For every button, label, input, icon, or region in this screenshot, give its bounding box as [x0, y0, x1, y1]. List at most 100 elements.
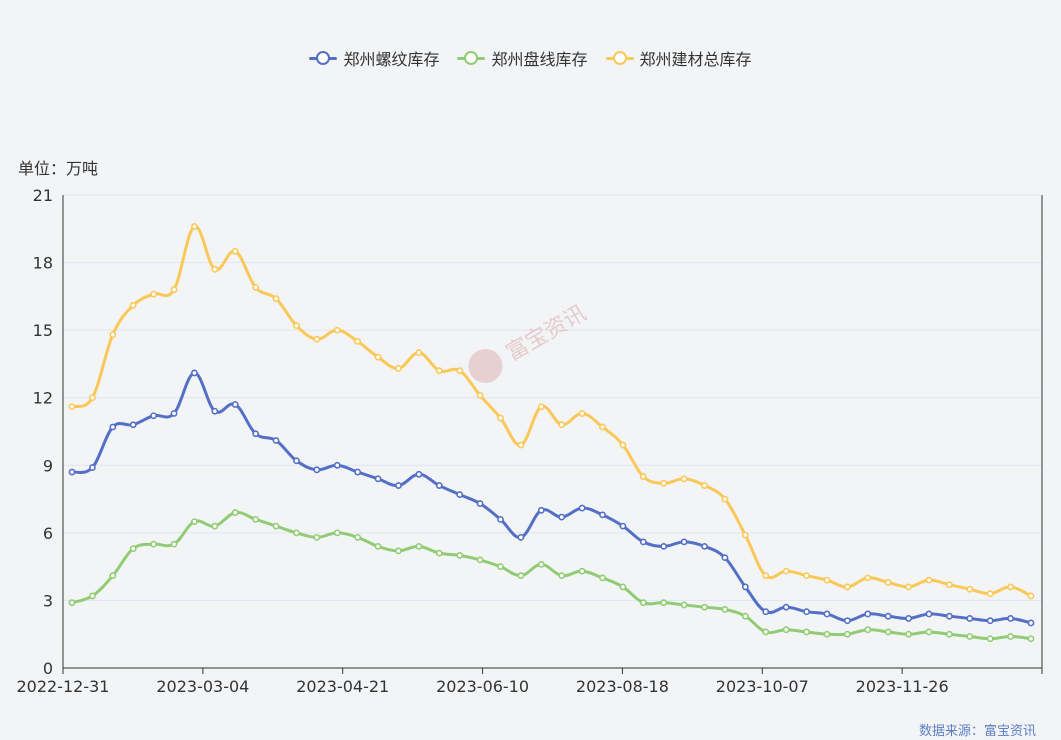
- data-point-2: [109, 331, 117, 339]
- data-point-0: [537, 506, 545, 514]
- data-point-1: [680, 601, 688, 609]
- data-point-2: [986, 590, 994, 598]
- x-tick-label: 2023-10-07: [716, 677, 809, 696]
- data-point-0: [782, 603, 790, 611]
- data-point-0: [823, 610, 831, 618]
- data-point-2: [599, 423, 606, 431]
- legend-item-total[interactable]: 郑州建材总库存: [605, 46, 752, 70]
- data-point-1: [150, 540, 158, 548]
- data-point-1: [415, 542, 423, 550]
- data-point-2: [823, 576, 831, 584]
- data-point-0: [884, 612, 892, 620]
- data-point-2: [905, 583, 912, 591]
- data-point-1: [109, 572, 117, 580]
- data-point-0: [1007, 615, 1014, 622]
- data-point-2: [884, 579, 892, 586]
- legend-label-total: 郑州建材总库存: [639, 50, 752, 69]
- data-point-0: [68, 468, 76, 476]
- data-point-2: [843, 583, 851, 591]
- data-point-0: [905, 615, 912, 622]
- data-point-1: [211, 522, 219, 530]
- x-tick-label: 2023-03-04: [156, 677, 249, 696]
- data-point-2: [354, 338, 362, 345]
- data-point-2: [435, 367, 443, 375]
- y-tick-label: 15: [33, 321, 53, 340]
- data-point-2: [129, 301, 137, 309]
- data-point-0: [89, 464, 96, 471]
- y-tick-label: 9: [43, 456, 53, 475]
- data-point-0: [293, 457, 300, 465]
- data-point-1: [701, 603, 708, 611]
- data-point-2: [578, 410, 586, 417]
- data-point-0: [129, 421, 137, 429]
- data-point-2: [721, 495, 729, 503]
- data-point-0: [966, 615, 974, 622]
- data-point-1: [558, 572, 566, 580]
- data-point-1: [231, 509, 239, 516]
- data-point-1: [129, 545, 137, 553]
- data-point-0: [252, 430, 260, 438]
- data-point-1: [864, 626, 872, 634]
- x-tick-label: 2023-04-21: [296, 677, 389, 696]
- data-point-0: [150, 412, 158, 420]
- legend-item-rebar[interactable]: 郑州螺纹库存: [309, 46, 439, 70]
- data-point-1: [272, 522, 280, 530]
- data-point-1: [68, 599, 76, 607]
- data-point-2: [537, 403, 545, 411]
- data-point-1: [782, 626, 790, 634]
- data-point-1: [619, 583, 627, 591]
- data-point-1: [1007, 633, 1014, 640]
- data-point-2: [517, 441, 525, 449]
- data-point-1: [476, 556, 484, 564]
- data-point-0: [170, 410, 178, 417]
- data-point-1: [905, 630, 912, 638]
- data-point-1: [333, 529, 341, 537]
- data-point-2: [150, 290, 158, 298]
- data-point-0: [741, 583, 749, 591]
- data-point-1: [293, 529, 300, 537]
- data-point-1: [313, 533, 321, 541]
- data-point-1: [374, 542, 382, 550]
- data-point-0: [864, 610, 872, 618]
- data-point-2: [211, 265, 219, 273]
- data-point-2: [293, 322, 300, 330]
- data-point-0: [456, 491, 464, 498]
- data-point-2: [68, 403, 76, 411]
- data-point-2: [803, 572, 810, 580]
- data-point-2: [619, 441, 627, 449]
- data-point-2: [252, 283, 260, 291]
- data-point-1: [354, 533, 362, 541]
- data-point-2: [415, 349, 423, 357]
- y-tick-label: 0: [43, 659, 53, 678]
- data-point-2: [89, 394, 96, 402]
- data-point-0: [1027, 619, 1035, 627]
- data-point-2: [191, 223, 198, 230]
- data-point-2: [1007, 583, 1014, 591]
- data-point-2: [497, 414, 504, 422]
- data-point-0: [721, 554, 729, 562]
- data-point-2: [313, 335, 321, 343]
- data-point-1: [578, 567, 586, 575]
- legend-label-rebar: 郑州螺纹库存: [343, 50, 440, 69]
- data-point-2: [272, 295, 280, 303]
- data-point-2: [639, 473, 647, 480]
- data-point-2: [231, 247, 239, 255]
- data-point-2: [925, 576, 933, 584]
- data-point-1: [252, 515, 260, 523]
- data-point-0: [803, 608, 810, 616]
- data-point-1: [925, 628, 933, 636]
- data-source: 数据来源：富宝资讯: [918, 724, 1036, 739]
- y-tick-label: 3: [43, 591, 53, 610]
- legend-item-wire[interactable]: 郑州盘线库存: [457, 46, 588, 70]
- data-point-2: [476, 392, 484, 399]
- data-point-0: [843, 617, 851, 625]
- data-point-2: [966, 585, 974, 593]
- data-point-0: [395, 482, 402, 489]
- data-point-0: [680, 538, 688, 546]
- data-point-1: [497, 563, 504, 571]
- data-point-1: [537, 560, 545, 568]
- data-point-1: [639, 599, 647, 607]
- data-point-1: [456, 551, 464, 559]
- data-point-1: [395, 547, 402, 555]
- data-point-0: [415, 470, 423, 478]
